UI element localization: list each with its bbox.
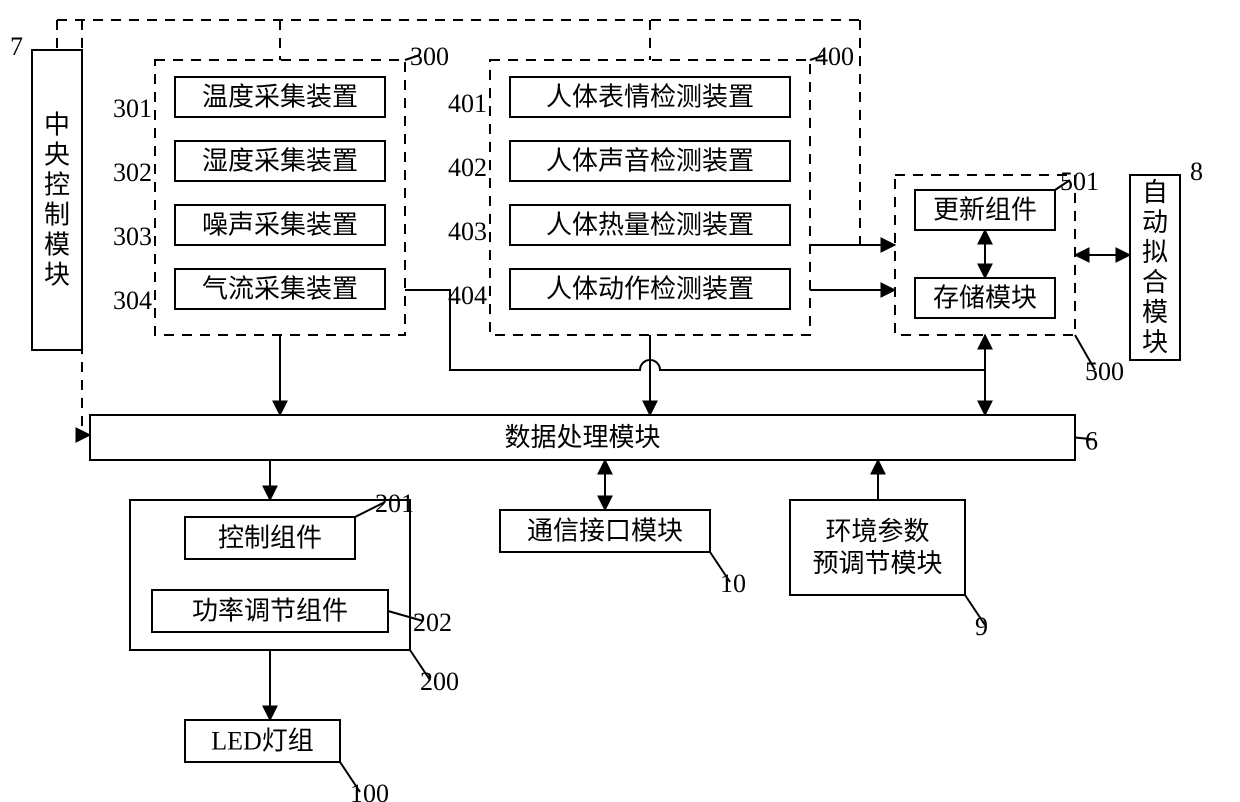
svg-text:制: 制 (44, 201, 70, 230)
svg-text:通信接口模块: 通信接口模块 (527, 517, 683, 546)
svg-text:6: 6 (1085, 427, 1098, 456)
svg-text:动: 动 (1142, 208, 1168, 237)
svg-text:块: 块 (1142, 328, 1168, 357)
svg-text:10: 10 (720, 569, 746, 598)
svg-text:数据处理模块: 数据处理模块 (504, 423, 660, 452)
svg-text:功率调节组件: 功率调节组件 (192, 597, 348, 626)
edge-17 (860, 20, 895, 245)
svg-text:501: 501 (1060, 167, 1099, 196)
b402: 人体声音检测装置 402 (448, 141, 790, 182)
svg-text:拟: 拟 (1142, 238, 1168, 267)
b401: 人体表情检测装置 401 (448, 77, 790, 118)
svg-text:气流采集装置: 气流采集装置 (202, 275, 358, 304)
svg-text:404: 404 (448, 281, 487, 310)
svg-text:304: 304 (113, 286, 152, 315)
svg-text:9: 9 (975, 612, 988, 641)
svg-text:300: 300 (410, 42, 449, 71)
svg-text:人体热量检测装置: 人体热量检测装置 (546, 211, 754, 240)
svg-text:100: 100 (350, 779, 389, 802)
b100: LED灯组 100 (185, 720, 389, 802)
b302: 湿度采集装置 302 (113, 141, 385, 187)
svg-text:201: 201 (375, 489, 414, 518)
svg-text:控: 控 (44, 171, 70, 200)
b501: 更新组件 501 (915, 167, 1099, 230)
svg-text:500: 500 (1085, 357, 1124, 386)
svg-text:模: 模 (1142, 298, 1168, 327)
svg-text:更新组件: 更新组件 (933, 196, 1037, 225)
b404: 人体动作检测装置 404 (448, 269, 790, 310)
svg-text:噪声采集装置: 噪声采集装置 (202, 211, 358, 240)
svg-text:200: 200 (420, 667, 459, 696)
svg-text:块: 块 (44, 261, 70, 290)
svg-text:央: 央 (44, 141, 70, 170)
b7: 中央控制模块 7 (10, 32, 82, 350)
b303: 噪声采集装置 303 (113, 205, 385, 251)
svg-text:合: 合 (1142, 268, 1168, 297)
b5s: 存储模块 (915, 278, 1055, 318)
svg-text:7: 7 (10, 32, 23, 61)
b301: 温度采集装置 301 (113, 77, 385, 123)
svg-text:LED灯组: LED灯组 (211, 727, 314, 756)
svg-text:303: 303 (113, 222, 152, 251)
b9: 环境参数预调节模块 9 (790, 500, 988, 641)
svg-text:8: 8 (1190, 157, 1203, 186)
svg-text:403: 403 (448, 217, 487, 246)
b403: 人体热量检测装置 403 (448, 205, 790, 246)
svg-text:302: 302 (113, 158, 152, 187)
b8: 自动拟合模块 8 (1130, 157, 1203, 360)
b10: 通信接口模块 10 (500, 510, 746, 598)
svg-text:自: 自 (1142, 178, 1168, 207)
svg-text:301: 301 (113, 94, 152, 123)
svg-text:人体声音检测装置: 人体声音检测装置 (546, 147, 754, 176)
svg-text:环境参数: 环境参数 (825, 517, 929, 546)
svg-text:401: 401 (448, 89, 487, 118)
svg-text:湿度采集装置: 湿度采集装置 (202, 147, 358, 176)
svg-text:中: 中 (44, 111, 70, 140)
svg-text:400: 400 (815, 42, 854, 71)
svg-text:人体表情检测装置: 人体表情检测装置 (546, 83, 754, 112)
svg-text:402: 402 (448, 153, 487, 182)
diagram-canvas: 中央控制模块7300温度采集装置301湿度采集装置302噪声采集装置303气流采… (0, 0, 1240, 802)
svg-text:人体动作检测装置: 人体动作检测装置 (546, 275, 754, 304)
svg-text:控制组件: 控制组件 (218, 524, 322, 553)
b304: 气流采集装置 304 (113, 269, 385, 315)
edge-12 (82, 20, 90, 435)
b6: 数据处理模块 6 (90, 415, 1098, 460)
svg-text:预调节模块: 预调节模块 (812, 549, 942, 578)
svg-text:202: 202 (413, 608, 452, 637)
svg-text:模: 模 (44, 231, 70, 260)
svg-text:存储模块: 存储模块 (933, 284, 1037, 313)
svg-text:温度采集装置: 温度采集装置 (202, 83, 358, 112)
